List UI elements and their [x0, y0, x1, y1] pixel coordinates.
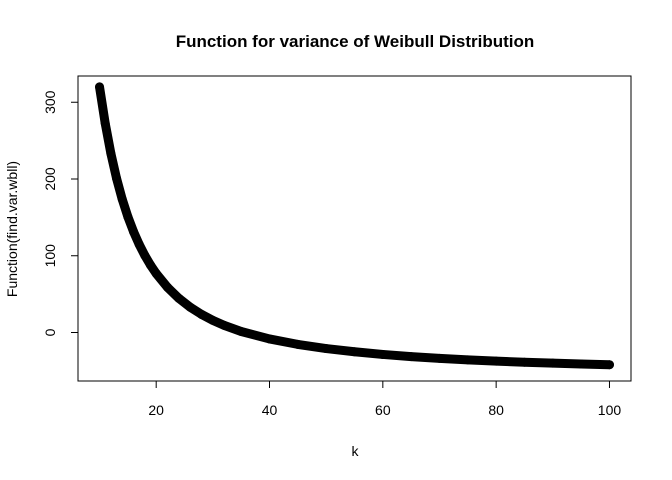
y-axis-label: Function(find.var.wbll)	[4, 161, 20, 297]
data-point	[146, 260, 156, 270]
y-tick-label: 200	[42, 167, 58, 191]
x-tick-label: 20	[148, 402, 164, 418]
data-point	[197, 309, 207, 319]
data-point	[129, 227, 139, 237]
x-tick-label: 60	[375, 402, 391, 418]
data-point	[123, 212, 133, 222]
x-tick-label: 40	[262, 402, 278, 418]
x-axis-label: k	[352, 443, 360, 459]
data-point	[265, 334, 275, 344]
plot-area-frame	[77, 75, 632, 382]
data-point	[117, 194, 127, 204]
data-point	[208, 315, 218, 325]
data-point	[491, 356, 501, 366]
data-points	[95, 82, 614, 370]
data-point	[163, 282, 173, 292]
data-point	[106, 148, 116, 158]
y-tick-label: 0	[42, 328, 58, 336]
x-axis: 20 40 60 80 100	[148, 380, 622, 418]
data-point	[185, 302, 195, 312]
data-point	[350, 347, 359, 357]
data-point	[321, 344, 331, 354]
data-point	[174, 293, 184, 303]
data-point	[604, 360, 614, 370]
data-point	[519, 357, 529, 367]
data-point	[140, 251, 150, 261]
data-point	[95, 82, 105, 92]
y-axis: 0 100 200 300	[42, 90, 79, 336]
y-tick-label: 300	[42, 90, 58, 114]
data-point	[548, 358, 558, 368]
series-line	[95, 82, 614, 370]
data-point	[134, 239, 144, 249]
data-point	[293, 339, 303, 349]
data-point	[434, 353, 444, 363]
x-tick-label: 100	[598, 402, 622, 418]
data-point	[406, 352, 416, 362]
x-tick-label: 80	[488, 402, 504, 418]
y-tick-label: 100	[42, 244, 58, 268]
data-point	[112, 173, 122, 183]
chart-title: Function for variance of Weibull Distrib…	[176, 32, 535, 51]
data-point	[219, 320, 229, 330]
data-point	[236, 326, 246, 336]
data-point	[151, 268, 161, 278]
data-point	[463, 355, 473, 365]
data-point	[378, 349, 388, 359]
data-point	[576, 359, 586, 369]
data-point	[100, 118, 110, 128]
